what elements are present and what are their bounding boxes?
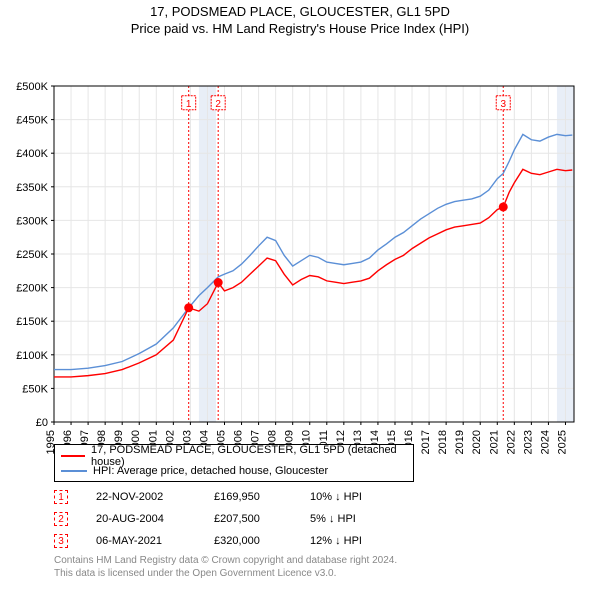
sale-marker-1: 1 <box>54 490 68 504</box>
svg-text:3: 3 <box>500 99 506 110</box>
svg-text:£150K: £150K <box>16 316 48 328</box>
svg-text:£450K: £450K <box>16 115 48 127</box>
title-block: 17, PODSMEAD PLACE, GLOUCESTER, GL1 5PD … <box>0 0 600 38</box>
footer-line2: This data is licensed under the Open Gov… <box>54 567 397 580</box>
svg-text:£250K: £250K <box>16 249 48 261</box>
sale-pct-3: 12% ↓ HPI <box>310 535 410 547</box>
sale-price-2: £207,500 <box>214 513 310 525</box>
svg-text:£50K: £50K <box>22 383 48 395</box>
svg-text:£350K: £350K <box>16 182 48 194</box>
svg-text:2023: 2023 <box>522 430 534 454</box>
svg-text:2022: 2022 <box>505 430 517 454</box>
chart-svg: £0 £50K £100K £150K £200K £250K £300K £350K £400… <box>0 38 600 478</box>
legend: 17, PODSMEAD PLACE, GLOUCESTER, GL1 5PD … <box>54 444 414 482</box>
sale-marker-3: 3 <box>54 534 68 548</box>
title-subtitle: Price paid vs. HM Land Registry's House … <box>0 21 600 36</box>
sale-pct-1: 10% ↓ HPI <box>310 491 410 503</box>
legend-label-hpi: HPI: Average price, detached house, Glou… <box>93 465 328 477</box>
chart-container: 17, PODSMEAD PLACE, GLOUCESTER, GL1 5PD … <box>0 0 600 590</box>
sale-date-1: 22-NOV-2002 <box>96 491 214 503</box>
svg-text:2017: 2017 <box>420 430 432 454</box>
svg-text:£500K: £500K <box>16 81 48 93</box>
sale-date-2: 20-AUG-2004 <box>96 513 214 525</box>
svg-text:2021: 2021 <box>488 430 500 454</box>
sale-row-3: 3 06-MAY-2021 £320,000 12% ↓ HPI <box>54 530 410 552</box>
sale-row-1: 1 22-NOV-2002 £169,950 10% ↓ HPI <box>54 486 410 508</box>
legend-item-price: 17, PODSMEAD PLACE, GLOUCESTER, GL1 5PD … <box>61 448 407 463</box>
svg-text:£400K: £400K <box>16 148 48 160</box>
svg-text:£0: £0 <box>36 417 48 429</box>
legend-swatch-price <box>61 455 85 457</box>
sales-table: 1 22-NOV-2002 £169,950 10% ↓ HPI 2 20-AU… <box>54 486 410 552</box>
sale-date-3: 06-MAY-2021 <box>96 535 214 547</box>
svg-text:2: 2 <box>215 99 221 110</box>
svg-text:2024: 2024 <box>539 430 551 454</box>
svg-text:£300K: £300K <box>16 215 48 227</box>
sale-row-2: 2 20-AUG-2004 £207,500 5% ↓ HPI <box>54 508 410 530</box>
svg-text:1: 1 <box>186 99 192 110</box>
svg-text:2018: 2018 <box>437 430 449 454</box>
sale-marker-2: 2 <box>54 512 68 526</box>
svg-text:2019: 2019 <box>454 430 466 454</box>
footer: Contains HM Land Registry data © Crown c… <box>54 554 397 580</box>
svg-text:2020: 2020 <box>471 430 483 454</box>
sale-price-3: £320,000 <box>214 535 310 547</box>
svg-text:£100K: £100K <box>16 350 48 362</box>
footer-line1: Contains HM Land Registry data © Crown c… <box>54 554 397 567</box>
sale-price-1: £169,950 <box>214 491 310 503</box>
legend-swatch-hpi <box>61 470 87 472</box>
svg-text:£200K: £200K <box>16 283 48 295</box>
chart-area: £0 £50K £100K £150K £200K £250K £300K £350K £400… <box>0 38 600 438</box>
title-address: 17, PODSMEAD PLACE, GLOUCESTER, GL1 5PD <box>0 4 600 19</box>
svg-text:2025: 2025 <box>556 430 568 454</box>
sale-pct-2: 5% ↓ HPI <box>310 513 410 525</box>
